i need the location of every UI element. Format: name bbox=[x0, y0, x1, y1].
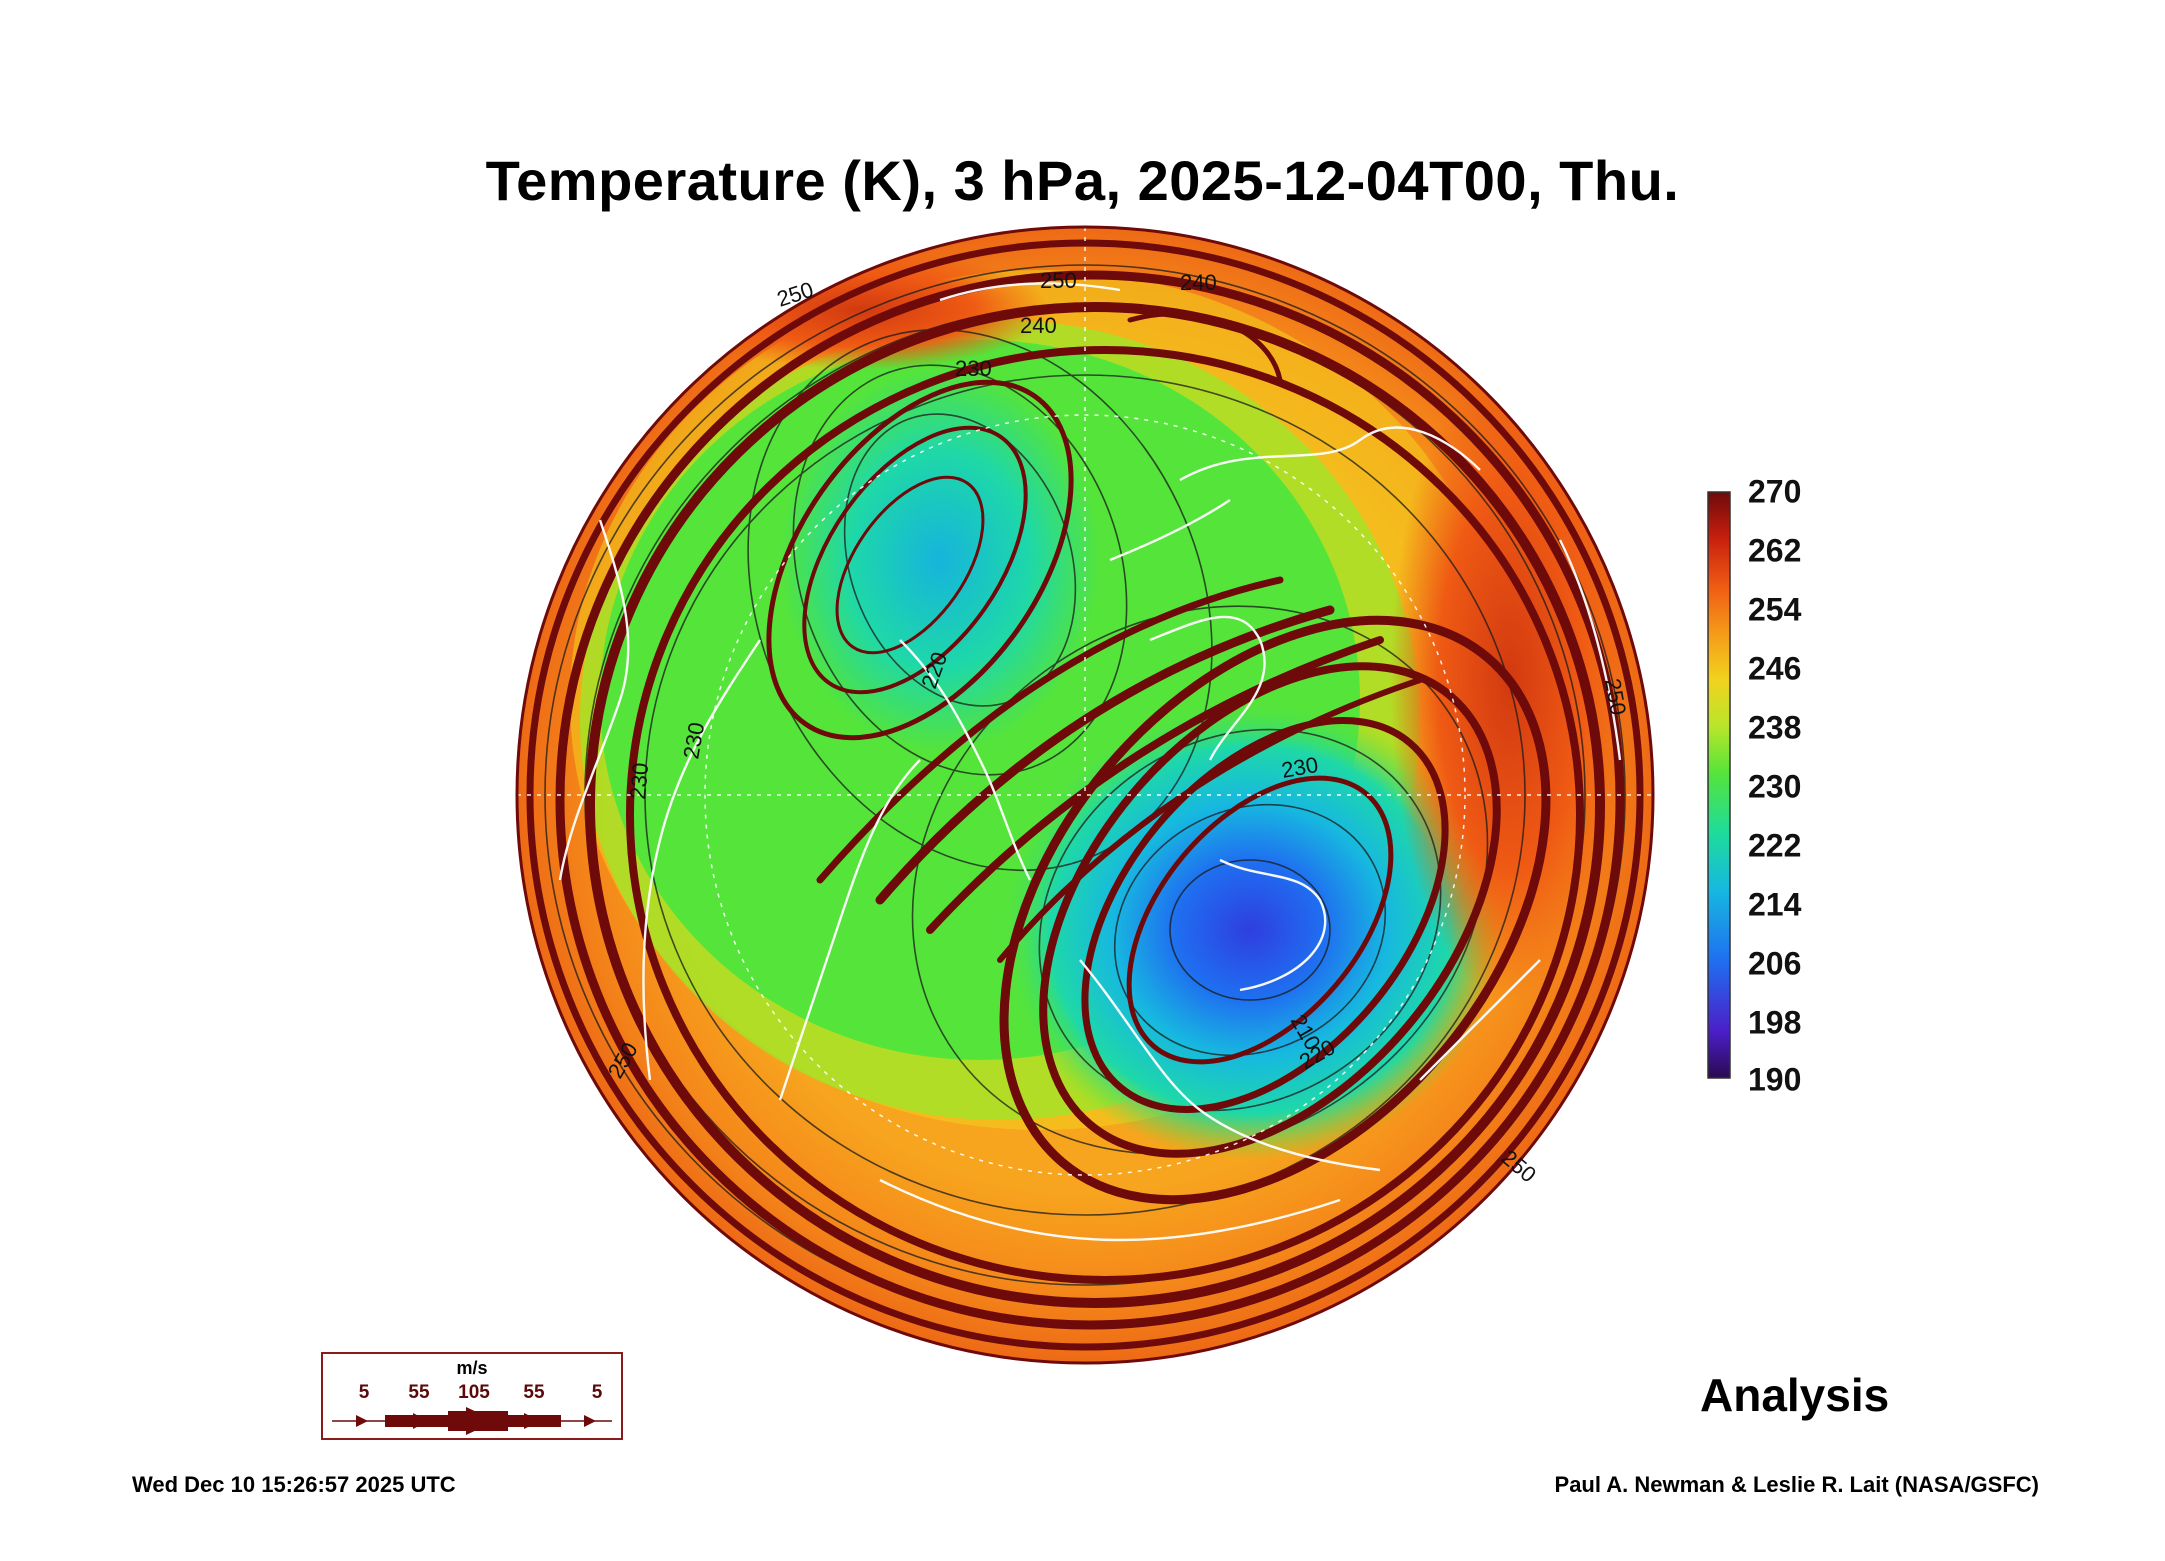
wind-legend-value: 5 bbox=[591, 1382, 603, 1403]
colorbar-tick: 198 bbox=[1748, 1004, 1802, 1041]
wind-speed-legend: m/s 5 55 105 55 5 bbox=[321, 1352, 623, 1440]
colorbar-tick: 190 bbox=[1748, 1061, 1802, 1098]
colorbar-tick: 254 bbox=[1748, 591, 1802, 628]
wind-legend-value: 55 bbox=[408, 1382, 430, 1403]
graticule bbox=[517, 227, 1653, 1176]
wind-legend-value: 55 bbox=[523, 1382, 545, 1403]
colorbar-tick: 246 bbox=[1748, 650, 1802, 687]
wind-legend-value: 105 bbox=[458, 1382, 490, 1403]
wind-scale-arrows bbox=[332, 1407, 612, 1435]
contour-label: 240 bbox=[1180, 270, 1217, 295]
colorbar-tick: 230 bbox=[1748, 768, 1802, 805]
wind-legend-value: 5 bbox=[358, 1382, 370, 1403]
coastlines bbox=[558, 282, 1622, 1242]
wind-legend-unit: m/s bbox=[456, 1358, 488, 1378]
contour-label: 230 bbox=[625, 762, 653, 801]
timestamp: Wed Dec 10 15:26:57 2025 UTC bbox=[132, 1472, 456, 1497]
credit: Paul A. Newman & Leslie R. Lait (NASA/GS… bbox=[1554, 1472, 2039, 1497]
map-title: Temperature (K), 3 hPa, 2025-12-04T00, T… bbox=[485, 149, 1680, 212]
colorbar-tick: 262 bbox=[1748, 532, 1802, 569]
analysis-label: Analysis bbox=[1700, 1369, 1890, 1421]
contour-label: 250 bbox=[1040, 268, 1077, 293]
colorbar-tick: 222 bbox=[1748, 827, 1802, 864]
colorbar bbox=[1707, 491, 1731, 1079]
contour-label: 230 bbox=[955, 356, 992, 381]
globe-outline bbox=[515, 225, 1655, 1365]
colorbar-tick: 238 bbox=[1748, 709, 1802, 746]
colorbar-tick: 214 bbox=[1748, 886, 1802, 923]
colorbar-tick: 206 bbox=[1748, 945, 1802, 982]
contour-label: 240 bbox=[1020, 313, 1057, 338]
colorbar-tick: 270 bbox=[1748, 473, 1802, 510]
